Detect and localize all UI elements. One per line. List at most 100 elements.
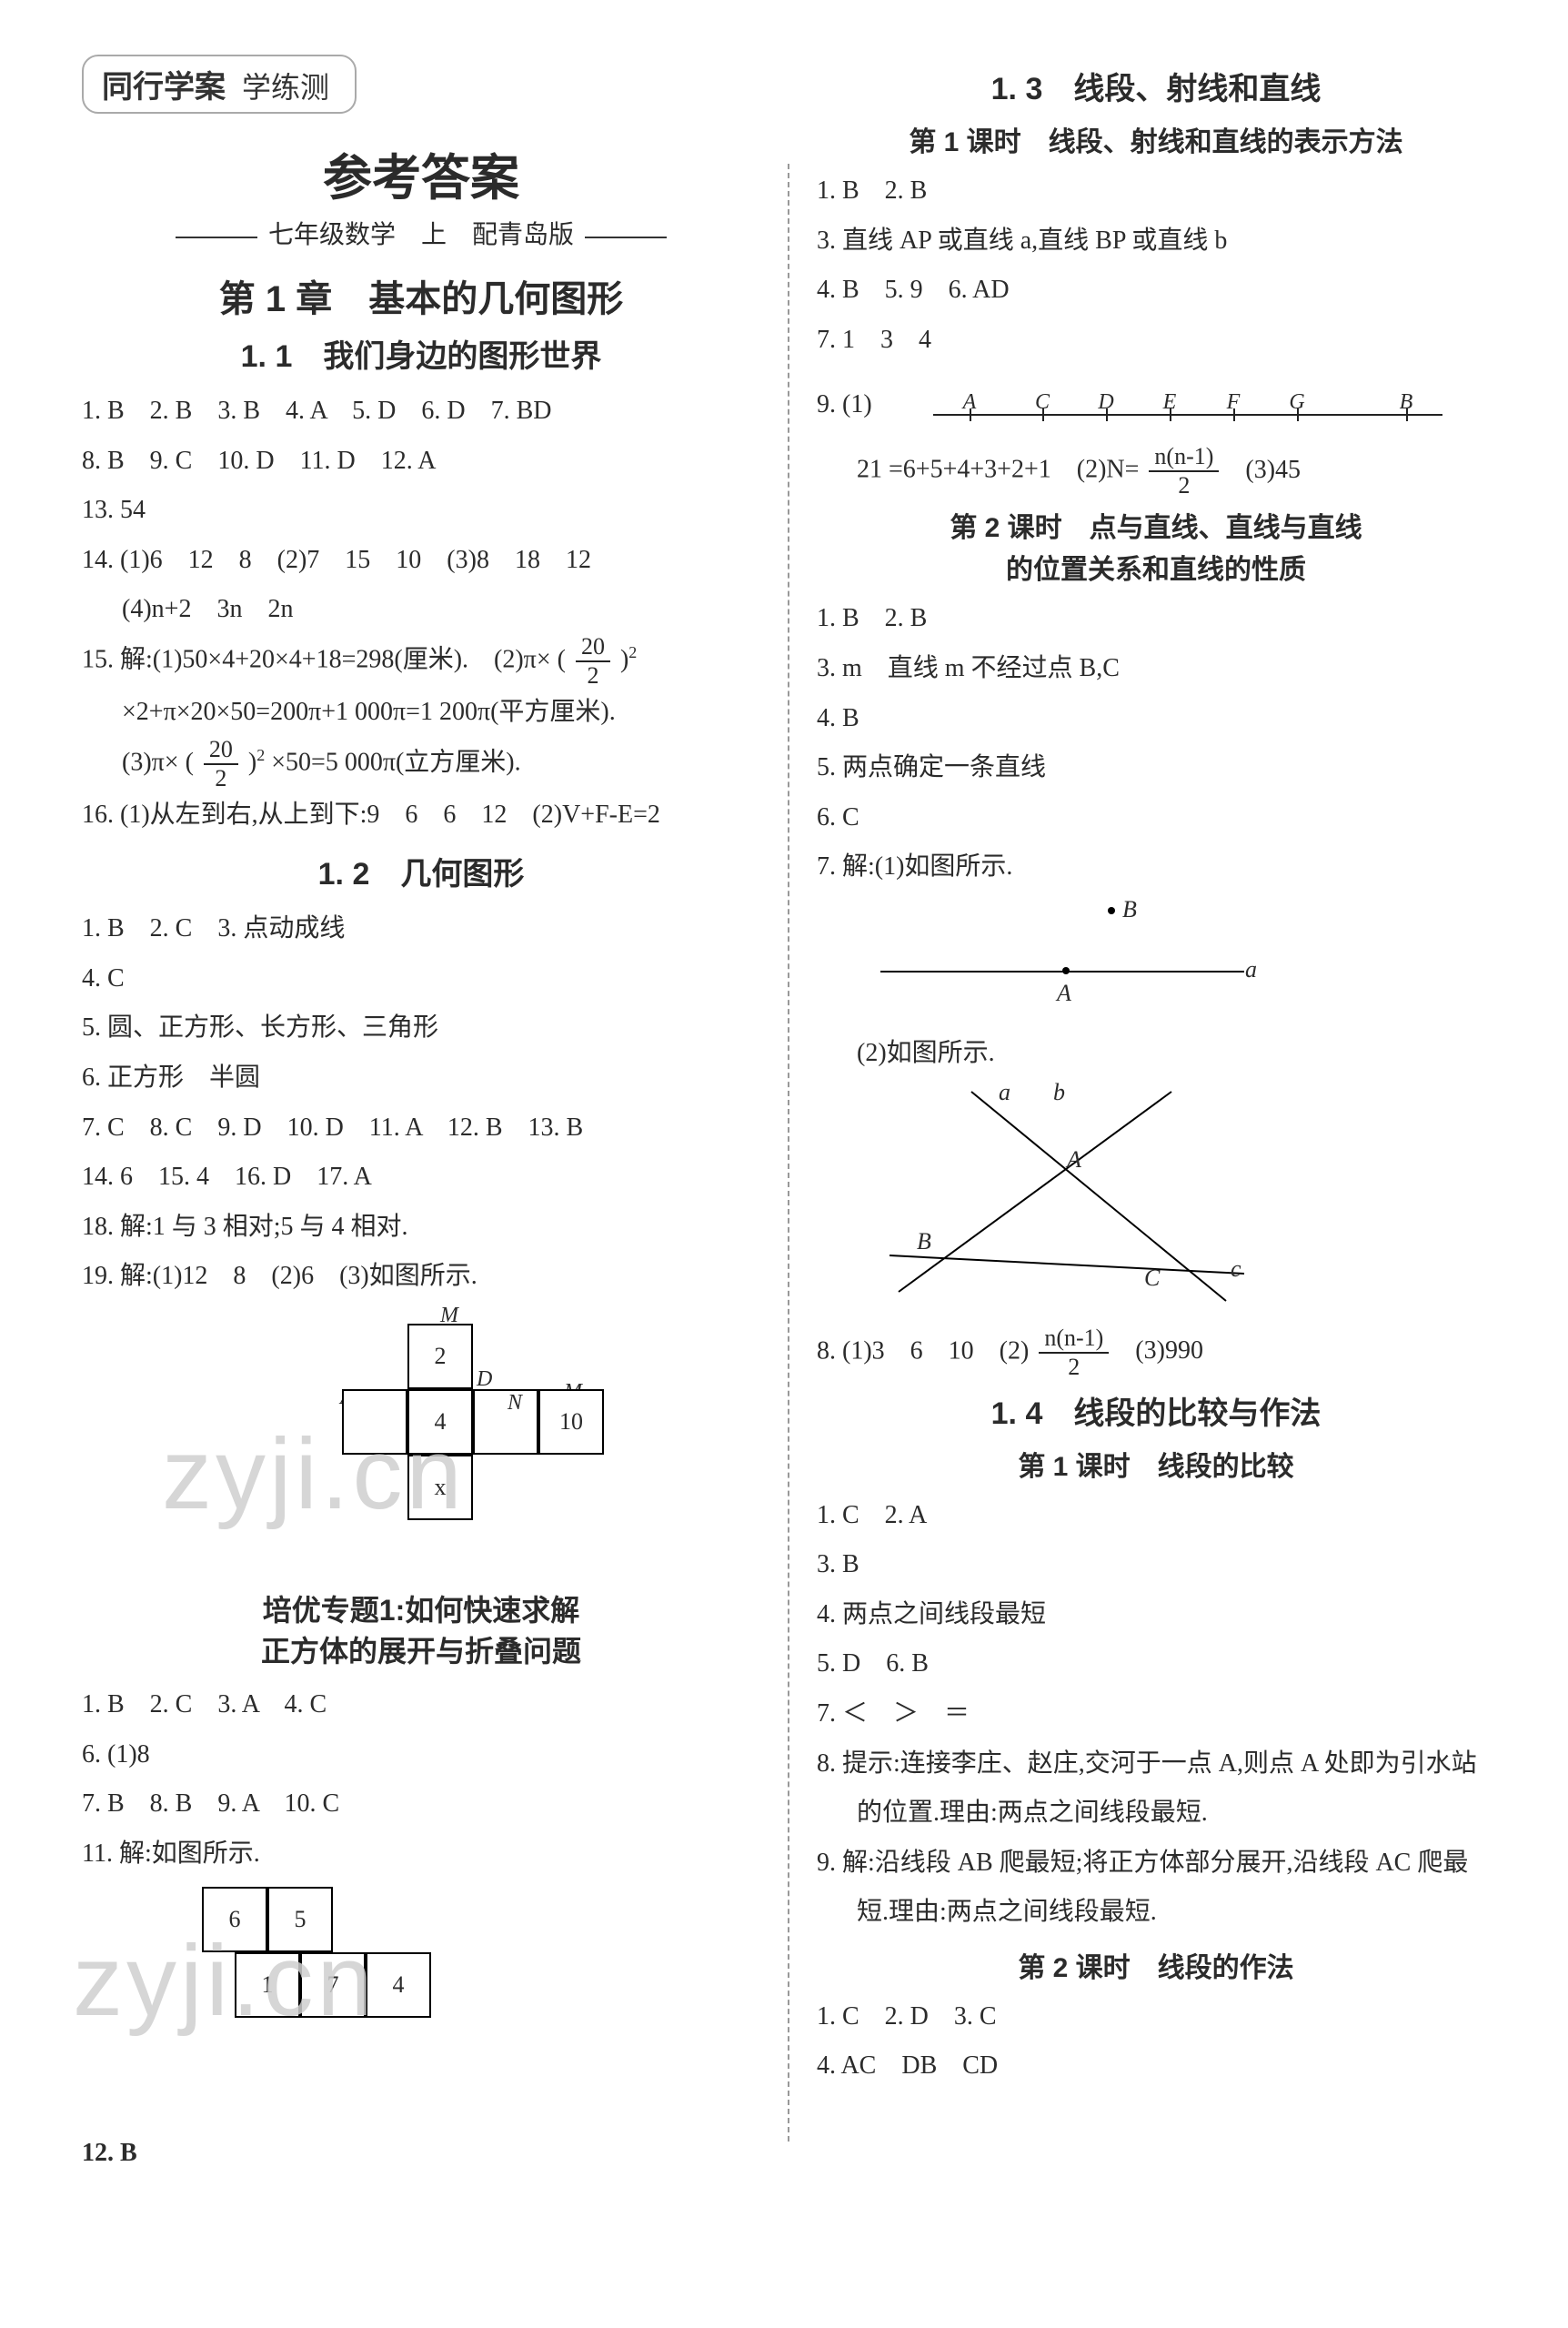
topic1-line: 11. 解:如图所示. [82,1829,760,1880]
label-c: c [1231,1255,1241,1283]
lparen: ( [186,748,194,776]
frac-den: 2 [204,765,238,791]
rparen: ) [248,748,256,776]
cell: 2 [407,1324,473,1389]
main-title: 参考答案 [82,137,760,209]
cell: 4 [366,1952,431,2018]
dot-A [1062,967,1070,974]
cell: 1 [235,1952,300,2018]
squared: 2 [256,746,265,764]
page: 同行学案 学练测 参考答案 七年级数学 上 配青岛版 第 1 章 基本的几何图形… [0,0,1568,2214]
frac-den: 2 [576,662,610,688]
subtitle: 七年级数学 上 配青岛版 [82,215,760,251]
s13p2-line: 3. m 直线 m 不经过点 B,C [817,644,1495,694]
s12-line: 6. 正方形 半圆 [82,1053,760,1104]
section-1-4-title: 1. 4 线段的比较与作法 [817,1388,1495,1433]
label-b: b [1053,1079,1065,1106]
topic-1-title-b: 正方体的展开与折叠问题 [82,1632,760,1671]
s11-15c: (3)π× ( 20 2 )2 ×50=5 000π(立方厘米). [82,738,760,791]
s13p2-line: 7. 解:(1)如图所示. [817,842,1495,892]
text: 9. (1) [817,380,895,430]
cell [342,1389,407,1455]
fraction-n: n(n-1) 2 [1149,445,1219,498]
tick-label: A [963,381,977,424]
frac-den: 2 [1149,472,1219,498]
frac-num: n(n-1) [1149,445,1219,472]
s14-line: 短.理由:两点之间线段最短. [817,1888,1495,1938]
s13-9b: 21 =6+5+4+3+2+1 (2)N= n(n-1) 2 (3)45 [817,445,1495,498]
label-D: D [477,1367,492,1392]
s13p2-line: 1. B 2. B [817,594,1495,644]
s14-line: 4. 两点之间线段最短 [817,1590,1495,1640]
rparen: ) [620,645,628,673]
cell: 5 [267,1887,333,1952]
tick-label: G [1289,381,1304,424]
s14p2-line: 4. AC DB CD [817,2041,1495,2091]
cell [473,1389,538,1455]
lparen: ( [558,645,566,673]
s12-line: 5. 圆、正方形、长方形、三角形 [82,1003,760,1053]
text: ×50=5 000π(立方厘米). [271,748,520,776]
fraction-20-2: 20 2 [576,635,610,688]
fraction-20-2: 20 2 [204,738,238,791]
cell: 4 [407,1389,473,1455]
s14-line: 3. B [817,1540,1495,1590]
section-1-3-title: 1. 3 线段、射线和直线 [817,64,1495,108]
s11-line: 8. B 9. C 10. D 11. D 12. A [82,437,760,487]
figure-crossing-lines: a b A B C c [862,1083,1262,1319]
s13-line: 1. B 2. B [817,166,1495,217]
s13-9: 9. (1) ACDEFGB [817,365,1495,445]
cell: 7 [300,1952,366,2018]
lesson-title: 第 1 课时 线段、射线和直线的表示方法 [817,119,1495,159]
label-a: a [1245,956,1257,983]
s12-line: 19. 解:(1)12 8 (2)6 (3)如图所示. [82,1252,760,1302]
left-column: 同行学案 学练测 参考答案 七年级数学 上 配青岛版 第 1 章 基本的几何图形… [82,55,760,2178]
figure-point-line: B A a [871,898,1253,1025]
s14-line: 8. 提示:连接李庄、赵庄,交河于一点 A,则点 A 处即为引水站 [817,1739,1495,1789]
cell: 6 [202,1887,267,1952]
cross-svg [862,1083,1262,1319]
s11-line: 13. 54 [82,486,760,536]
label-N: N [508,1391,522,1416]
lesson-title: 第 1 课时 线段的比较 [817,1444,1495,1484]
s13-line: 4. B 5. 9 6. AD [817,266,1495,316]
figure-cube-net: M 2 A D M 4 10 N x zyji.cn [226,1307,617,1580]
s14-line: 的位置.理由:两点之间线段最短. [817,1789,1495,1839]
s13p2-7b: (2)如图所示. [817,1029,1495,1079]
number-line: ACDEFGB [933,374,1442,438]
topic1-line: 7. B 8. B 9. A 10. C [82,1779,760,1829]
s13-line: 7. 1 3 4 [817,316,1495,366]
section-1-1-title: 1. 1 我们身边的图形世界 [82,331,760,376]
label-A: A [1067,1146,1081,1174]
label-C: C [1144,1265,1160,1292]
text: 8. (1)3 6 10 (2) [817,1336,1029,1365]
s12-line: 4. C [82,954,760,1004]
frac-num: 20 [204,738,238,765]
brand-box: 同行学案 学练测 [82,55,357,114]
s12-line: 14. 6 15. 4 16. D 17. A [82,1153,760,1203]
s11-15b: ×2+π×20×50=200π+1 000π=1 200π(平方厘米). [82,688,760,738]
axis [933,414,1442,416]
label-A: A [1057,980,1071,1007]
tick-label: C [1035,381,1050,424]
s12-line: 18. 解:1 与 3 相对;5 与 4 相对. [82,1203,760,1253]
lesson-title: 第 2 课时 点与直线、直线与直线 [817,505,1495,545]
s12-line: 1. B 2. C 3. 点动成线 [82,904,760,954]
s13p2-line: 6. C [817,793,1495,843]
frac-num: 20 [576,635,610,662]
s11-line: 1. B 2. B 3. B 4. A 5. D 6. D 7. BD [82,387,760,437]
frac-num: n(n-1) [1039,1326,1109,1354]
chapter-title: 第 1 章 基本的几何图形 [82,269,760,322]
tick-label: D [1098,381,1113,424]
frac-den: 2 [1039,1354,1109,1379]
fraction-n: n(n-1) 2 [1039,1326,1109,1379]
cell: x [407,1455,473,1520]
topic1-line: 1. B 2. C 3. A 4. C [82,1680,760,1730]
topic1-line: 12. B [82,2129,760,2179]
s12-line: 7. C 8. C 9. D 10. D 11. A 12. B 13. B [82,1104,760,1154]
figure-net-2: 6 5 1 7 4 zyji.cn [136,1887,464,2114]
s14-line: 1. C 2. A [817,1491,1495,1541]
s13p2-line: 5. 两点确定一条直线 [817,743,1495,793]
squared: 2 [628,643,637,661]
tick-label: F [1227,381,1241,424]
